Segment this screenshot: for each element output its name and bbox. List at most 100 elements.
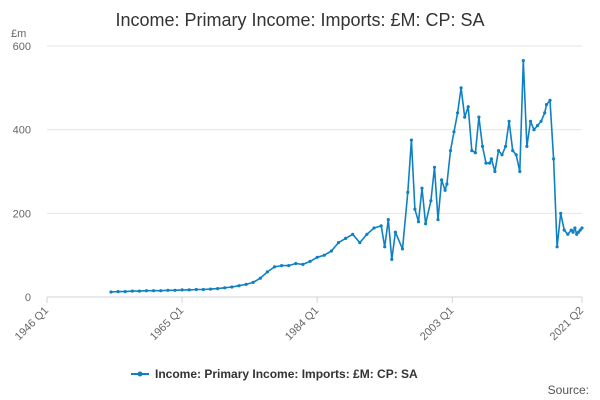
data-point[interactable] xyxy=(336,241,341,245)
data-point[interactable] xyxy=(280,264,284,268)
data-point[interactable] xyxy=(223,286,227,290)
data-point[interactable] xyxy=(308,259,312,263)
data-point[interactable] xyxy=(536,123,540,128)
data-point[interactable] xyxy=(543,111,547,115)
data-point[interactable] xyxy=(489,157,493,161)
data-point[interactable] xyxy=(452,130,456,134)
data-point[interactable] xyxy=(180,288,184,292)
data-point[interactable] xyxy=(532,128,536,132)
data-point[interactable] xyxy=(152,289,156,293)
data-point[interactable] xyxy=(578,228,582,232)
data-point[interactable] xyxy=(518,169,522,174)
data-point[interactable] xyxy=(445,182,449,186)
data-point[interactable] xyxy=(351,232,355,236)
data-point[interactable] xyxy=(416,220,421,224)
data-point[interactable] xyxy=(187,288,191,292)
data-point[interactable] xyxy=(383,245,387,249)
data-point[interactable] xyxy=(514,153,518,157)
data-point[interactable] xyxy=(144,289,149,293)
data-point[interactable] xyxy=(322,253,326,257)
data-point[interactable] xyxy=(466,105,470,109)
data-point[interactable] xyxy=(344,236,348,240)
data-point[interactable] xyxy=(116,290,120,294)
data-point[interactable] xyxy=(130,289,134,293)
data-point[interactable] xyxy=(294,261,298,266)
data-point[interactable] xyxy=(244,282,248,286)
data-point[interactable] xyxy=(424,222,428,226)
data-point[interactable] xyxy=(379,224,383,228)
data-point[interactable] xyxy=(443,188,447,192)
data-point[interactable] xyxy=(528,119,533,123)
data-point[interactable] xyxy=(173,288,177,292)
data-point[interactable] xyxy=(548,98,552,102)
data-point[interactable] xyxy=(329,249,333,253)
data-point[interactable] xyxy=(573,226,577,230)
data-point[interactable] xyxy=(463,115,467,119)
data-point[interactable] xyxy=(409,138,413,142)
data-point[interactable] xyxy=(525,144,529,148)
data-point[interactable] xyxy=(400,247,405,251)
data-point[interactable] xyxy=(493,169,497,174)
data-point[interactable] xyxy=(569,228,573,232)
data-point[interactable] xyxy=(194,287,198,292)
data-point[interactable] xyxy=(555,245,559,249)
data-point[interactable] xyxy=(559,211,563,215)
data-point[interactable] xyxy=(488,161,492,165)
data-point[interactable] xyxy=(386,218,390,222)
data-point[interactable] xyxy=(511,149,515,153)
data-point[interactable] xyxy=(456,111,460,115)
data-point[interactable] xyxy=(507,119,511,123)
data-point[interactable] xyxy=(251,280,255,284)
data-point[interactable] xyxy=(477,115,481,119)
data-point[interactable] xyxy=(473,151,477,155)
data-point[interactable] xyxy=(459,86,463,90)
data-point[interactable] xyxy=(365,232,369,236)
data-point[interactable] xyxy=(272,265,277,269)
legend[interactable]: Income: Primary Income: Imports: £M: CP:… xyxy=(131,367,418,381)
data-point[interactable] xyxy=(237,284,241,288)
data-point[interactable] xyxy=(166,288,170,292)
data-point[interactable] xyxy=(230,285,234,289)
data-point[interactable] xyxy=(372,226,376,230)
data-point[interactable] xyxy=(552,157,556,161)
data-point[interactable] xyxy=(566,232,570,236)
data-point[interactable] xyxy=(539,119,543,123)
data-point[interactable] xyxy=(440,178,444,182)
data-point[interactable] xyxy=(580,226,584,230)
data-point[interactable] xyxy=(413,207,417,211)
data-point[interactable] xyxy=(258,276,262,280)
data-point[interactable] xyxy=(544,103,549,107)
data-point[interactable] xyxy=(137,289,141,293)
data-point[interactable] xyxy=(576,230,581,234)
data-point[interactable] xyxy=(265,270,269,274)
data-point[interactable] xyxy=(358,241,362,245)
data-point[interactable] xyxy=(432,165,437,169)
data-point[interactable] xyxy=(470,149,474,153)
data-point[interactable] xyxy=(420,186,424,190)
data-point[interactable] xyxy=(571,230,575,234)
data-point[interactable] xyxy=(496,149,501,153)
data-point[interactable] xyxy=(201,287,205,292)
data-point[interactable] xyxy=(484,161,488,165)
data-point[interactable] xyxy=(109,290,113,294)
data-point[interactable] xyxy=(301,262,305,266)
data-point[interactable] xyxy=(436,218,440,222)
data-point[interactable] xyxy=(480,144,485,148)
data-point[interactable] xyxy=(393,230,397,234)
data-point[interactable] xyxy=(390,257,394,261)
data-point[interactable] xyxy=(504,144,508,148)
data-point[interactable] xyxy=(521,59,525,63)
data-point[interactable] xyxy=(159,289,163,293)
data-point[interactable] xyxy=(448,149,453,153)
data-point[interactable] xyxy=(562,228,566,232)
data-point[interactable] xyxy=(406,190,410,194)
series-line xyxy=(110,59,583,293)
data-point[interactable] xyxy=(287,264,291,268)
data-point[interactable] xyxy=(315,255,319,259)
legend-marker-swatch xyxy=(137,371,143,377)
data-point[interactable] xyxy=(429,199,433,203)
data-point[interactable] xyxy=(208,287,213,291)
data-point[interactable] xyxy=(123,290,127,294)
data-point[interactable] xyxy=(216,287,220,291)
data-point[interactable] xyxy=(500,153,504,157)
